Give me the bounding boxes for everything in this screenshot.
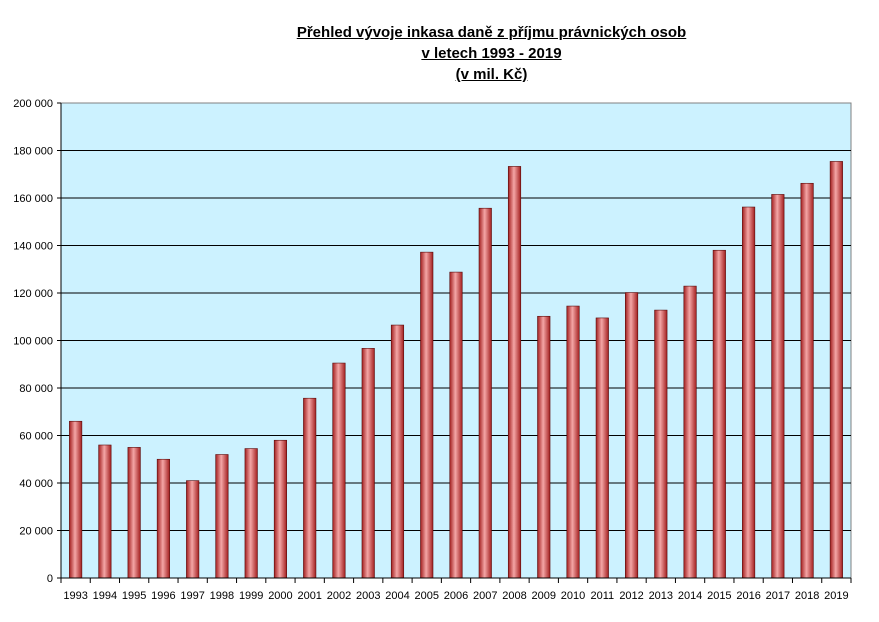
x-tick-label: 2009 <box>532 590 556 602</box>
y-tick-label: 60 000 <box>19 431 53 443</box>
bar-2007 <box>478 207 492 579</box>
x-tick-label: 2000 <box>268 590 292 602</box>
axes <box>60 103 852 583</box>
x-tick-label: 2015 <box>707 590 731 602</box>
x-tick-label: 2013 <box>649 590 673 602</box>
bar-2016 <box>742 206 756 579</box>
y-tick-label: 20 000 <box>19 526 53 538</box>
y-tick-label: 200 000 <box>13 98 53 110</box>
x-tick-label: 2008 <box>502 590 526 602</box>
y-tick-label: 160 000 <box>13 193 53 205</box>
chart-title: Přehled vývoje inkasa daně z příjmu práv… <box>0 22 879 85</box>
x-tick-label: 2018 <box>795 590 819 602</box>
x-tick-label: 2005 <box>414 590 438 602</box>
bar-1997 <box>186 480 200 579</box>
bar-1999 <box>244 448 258 579</box>
x-tick-label: 1999 <box>239 590 263 602</box>
x-tick-label: 1995 <box>122 590 146 602</box>
bar-2003 <box>361 348 375 579</box>
chart-title-line-2: v letech 1993 - 2019 <box>421 45 562 62</box>
bar-2001 <box>303 397 317 579</box>
y-tick-label: 100 000 <box>13 336 53 348</box>
y-tick-label: 140 000 <box>13 241 53 253</box>
bars <box>69 161 843 579</box>
bar-2015 <box>712 249 726 579</box>
y-tick-label: 180 000 <box>13 146 53 158</box>
chart-title-line-1: Přehled vývoje inkasa daně z příjmu práv… <box>296 24 687 41</box>
x-tick-label: 1997 <box>180 590 204 602</box>
bar-2019 <box>829 161 843 579</box>
x-tick-label: 1998 <box>210 590 234 602</box>
x-tick-label: 2004 <box>385 590 409 602</box>
y-axis-tick-labels: 0 20 000 40 000 60 000 80 000 100 000 120 000 1… <box>13 98 53 585</box>
x-tick-label: 2006 <box>444 590 468 602</box>
bar-2000 <box>273 439 287 579</box>
bar-2013 <box>654 309 668 579</box>
x-tick-label: 2010 <box>561 590 585 602</box>
bar-1995 <box>127 447 141 579</box>
x-tick-label: 1994 <box>93 590 117 602</box>
bar-1998 <box>215 454 229 579</box>
x-tick-label: 2002 <box>327 590 351 602</box>
bar-1996 <box>156 458 170 579</box>
x-tick-label: 1993 <box>63 590 87 602</box>
x-tick-label: 2001 <box>297 590 321 602</box>
bar-2006 <box>449 271 463 579</box>
y-tick-label: 0 <box>47 573 53 585</box>
x-tick-label: 2016 <box>736 590 760 602</box>
chart-title-line-3: (v mil. Kč) <box>455 66 528 83</box>
bar-2008 <box>507 166 522 579</box>
bar-2004 <box>390 324 405 579</box>
x-tick-label: 2007 <box>473 590 497 602</box>
y-tick-label: 80 000 <box>19 383 53 395</box>
x-tick-label: 2012 <box>619 590 643 602</box>
bar-1993 <box>69 420 83 579</box>
bar-2010 <box>566 305 580 579</box>
bar-2012 <box>625 292 639 579</box>
x-axis-tick-labels: 1993 1994 1995 1996 1997 1998 1999 2000 2001 2002… <box>63 590 848 602</box>
x-tick-label: 2014 <box>678 590 702 602</box>
x-tick-label: 2011 <box>590 590 614 602</box>
bar-2017 <box>771 194 785 579</box>
x-tick-label: 2003 <box>356 590 380 602</box>
y-tick-label: 120 000 <box>13 288 53 300</box>
x-tick-label: 2019 <box>824 590 848 602</box>
bar-2002 <box>332 362 346 579</box>
bar-2018 <box>800 182 814 579</box>
bar-2014 <box>683 285 697 579</box>
bar-1994 <box>98 444 112 579</box>
bar-2011 <box>595 317 609 579</box>
x-tick-label: 1996 <box>151 590 175 602</box>
bar-2005 <box>420 251 434 579</box>
x-tick-label: 2017 <box>766 590 790 602</box>
bar-2009 <box>537 315 551 579</box>
y-tick-label: 40 000 <box>19 478 53 490</box>
